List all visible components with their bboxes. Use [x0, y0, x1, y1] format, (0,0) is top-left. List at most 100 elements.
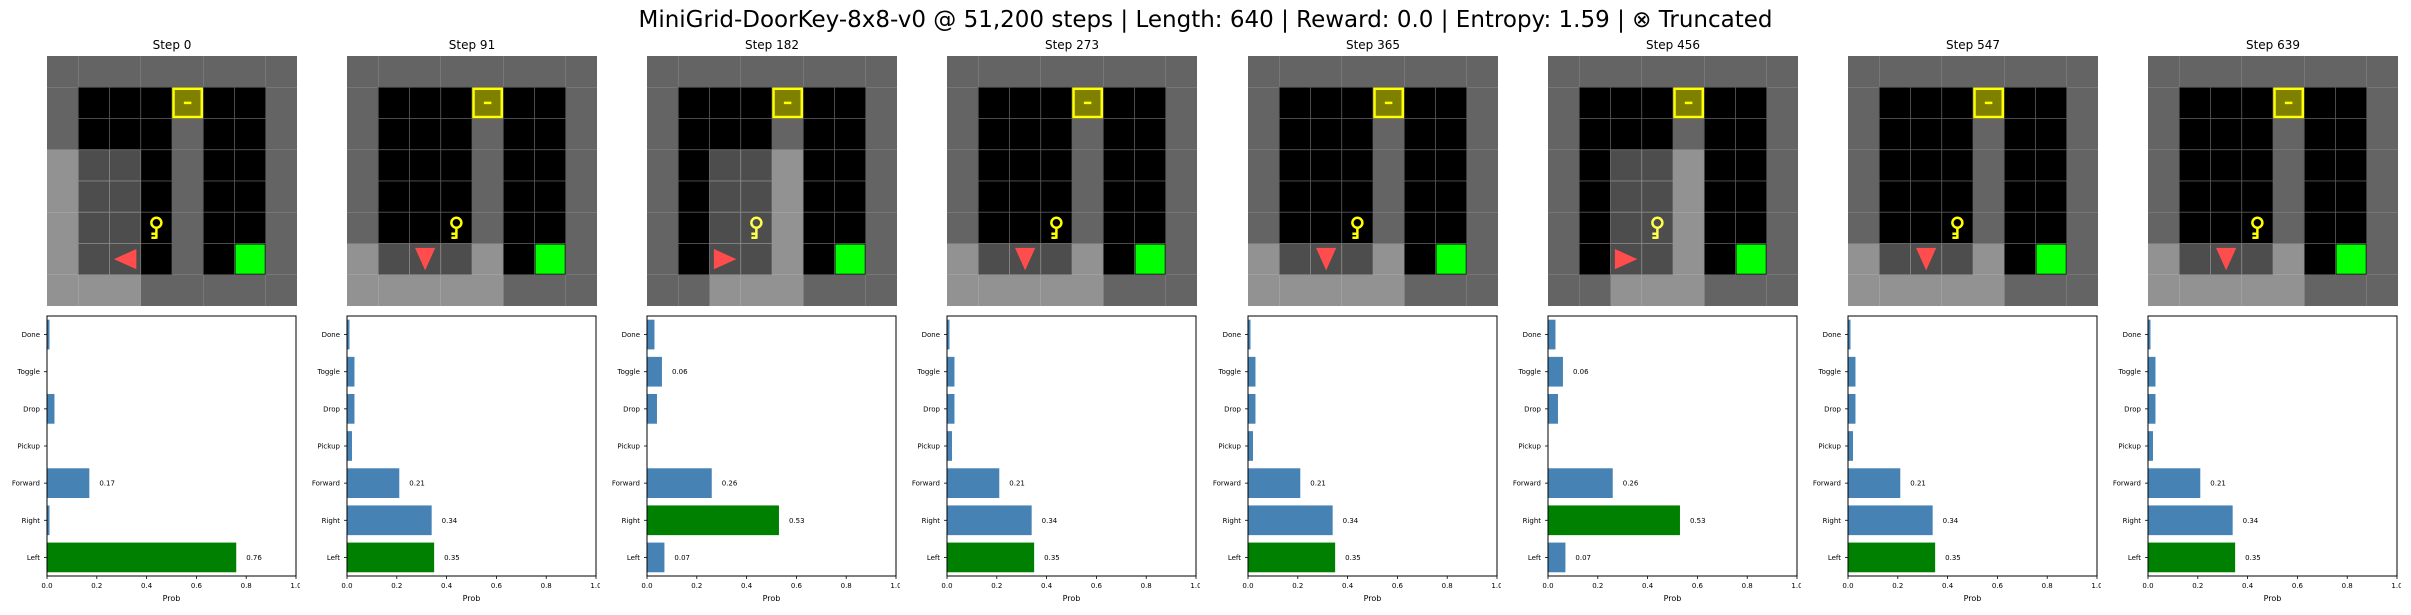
wall-cell	[1134, 56, 1166, 88]
xtick-label: 0.0	[41, 582, 52, 590]
wall-cell	[409, 56, 441, 88]
wall-cell	[2273, 149, 2305, 181]
xtick-label: 1.0	[1791, 582, 1801, 590]
floor-cell	[834, 118, 867, 151]
xtick-label: 0.6	[2292, 582, 2304, 590]
ytick-label: Drop	[1224, 405, 1241, 413]
floor-cell	[977, 211, 1010, 244]
wall-cell	[1848, 212, 1880, 244]
wall-cell	[1673, 56, 1705, 88]
wall-cell	[1248, 56, 1280, 88]
bar-drop	[947, 394, 955, 424]
xtick-label: 0.4	[1342, 582, 1354, 590]
wall-cell	[2335, 274, 2367, 306]
floor-cell	[2335, 211, 2368, 244]
bar-right	[647, 505, 779, 536]
wall-cell	[2004, 56, 2036, 88]
wall-cell	[947, 181, 979, 213]
floor-cell	[409, 118, 442, 151]
floor-cell	[1102, 180, 1135, 213]
action-prob-chart: Left Right Forward Pickup Drop Toggle Done 0.76…	[0, 314, 302, 611]
wall-cell	[2148, 181, 2180, 213]
axes-frame	[646, 315, 897, 577]
wall-cell	[1673, 118, 1705, 150]
wall-cell	[1848, 181, 1880, 213]
floor-cell	[977, 149, 1010, 182]
wall-cell	[865, 243, 897, 275]
floor-cell	[1578, 86, 1611, 119]
axes-frame	[1247, 315, 1498, 577]
wall-cell	[947, 149, 979, 181]
wall-cell	[1548, 274, 1580, 306]
wall-cell	[2366, 149, 2398, 181]
wall-cell	[1766, 118, 1798, 150]
wall-cell	[1673, 181, 1705, 213]
floor-cell	[1703, 180, 1736, 213]
wall-cell	[1165, 149, 1197, 181]
xtick-label: 0.8	[841, 582, 852, 590]
wall-cell	[865, 87, 897, 119]
xtick-label: 0.2	[391, 582, 402, 590]
wall-cell	[1879, 274, 1911, 306]
wall-cell	[565, 87, 597, 119]
wall-cell	[172, 149, 204, 181]
xtick-label: 1.0	[2091, 582, 2101, 590]
wall-cell	[409, 274, 441, 306]
wall-cell	[772, 56, 804, 88]
wall-cell	[347, 212, 379, 244]
ytick-label: Left	[1228, 554, 1241, 562]
ytick-label: Drop	[323, 405, 340, 413]
wall-cell	[2273, 212, 2305, 244]
bar-done	[1548, 319, 1556, 350]
bar-value-label: 0.35	[2245, 554, 2261, 562]
wall-cell	[2066, 87, 2098, 119]
xtick-label: 0.0	[1842, 582, 1853, 590]
chart-svg: Left Right Forward Pickup Drop Toggle Done 0.35…	[2113, 315, 2403, 603]
bar-left	[1548, 542, 1566, 573]
floor-cell	[1403, 211, 1436, 244]
xtick-label: 0.0	[1542, 582, 1553, 590]
floor-cell	[2241, 118, 2274, 151]
bar-done	[347, 319, 350, 350]
bar-drop	[1548, 394, 1558, 424]
floor-cell	[2241, 86, 2274, 119]
floor-cell	[677, 180, 710, 213]
floor-cell	[834, 180, 867, 213]
wall-cell	[2148, 56, 2180, 88]
wall-cell	[347, 274, 379, 306]
wall-cell	[2366, 181, 2398, 213]
agent-arrow-icon	[2216, 247, 2237, 271]
floor-cell	[1278, 243, 1311, 276]
ytick-label: Drop	[2124, 405, 2141, 413]
wall-cell	[803, 274, 835, 306]
ytick-label: Toggle	[1517, 368, 1541, 376]
wall-cell	[1848, 243, 1880, 275]
floor-cell	[534, 86, 567, 119]
wall-cell	[1279, 56, 1311, 88]
floor-cell	[140, 180, 173, 213]
xtick-label: 0.6	[1091, 582, 1103, 590]
ytick-label: Toggle	[616, 368, 640, 376]
wall-cell	[534, 56, 566, 88]
floor-cell	[409, 86, 442, 119]
xtick-label: 0.4	[1942, 582, 1954, 590]
wall-cell	[172, 56, 204, 88]
wall-cell	[1466, 87, 1498, 119]
floor-cell	[1641, 149, 1674, 182]
xtick-label: 0.4	[1642, 582, 1654, 590]
step-title: Step 456	[1645, 38, 1701, 52]
wall-cell	[1548, 149, 1580, 181]
wall-cell	[772, 149, 804, 181]
bar-value-label: 0.35	[1945, 554, 1961, 562]
xtick-label: 0.8	[2042, 582, 2053, 590]
wall-cell	[1040, 56, 1072, 88]
floor-cell	[1040, 149, 1073, 182]
bar-value-label: 0.26	[1623, 480, 1639, 488]
door-icon	[2273, 87, 2304, 119]
bar-value-label: 0.17	[99, 480, 115, 488]
floor-cell	[77, 118, 110, 151]
wall-cell	[1248, 149, 1280, 181]
wall-cell	[2241, 274, 2273, 306]
bar-value-label: 0.35	[1044, 554, 1060, 562]
grid-view	[1248, 56, 1498, 306]
